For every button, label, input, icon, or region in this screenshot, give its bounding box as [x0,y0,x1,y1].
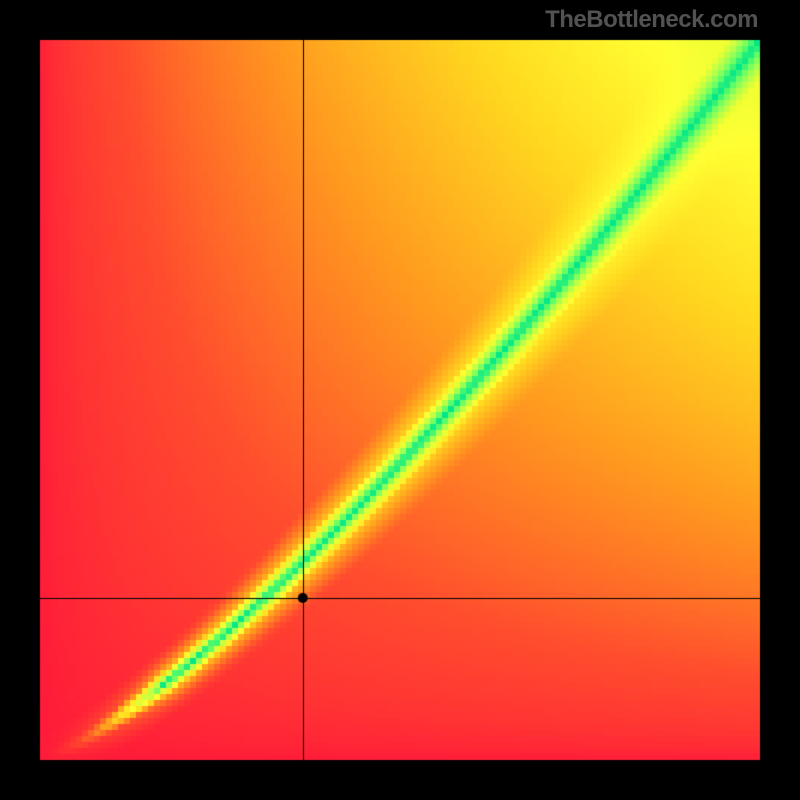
watermark-text: TheBottleneck.com [545,6,758,34]
bottleneck-heatmap [0,0,800,800]
